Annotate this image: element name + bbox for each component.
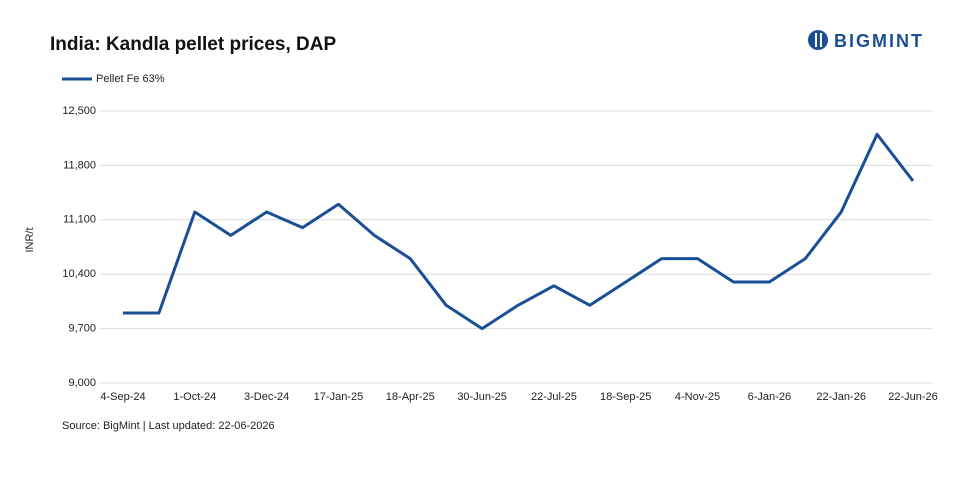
x-tick-label: 4-Sep-24	[100, 391, 145, 403]
logo-icon	[820, 33, 822, 47]
line	[123, 132, 915, 331]
y-tick-label: 10,400	[62, 268, 96, 280]
x-tick-label: 18-Sep-25	[600, 391, 651, 403]
y-axis-label: INR/t	[24, 227, 36, 252]
x-tick-label: 30-Jun-25	[457, 391, 507, 403]
x-tick-label: 17-Jan-25	[314, 391, 364, 403]
chart-title: India: Kandla pellet prices, DAP	[50, 34, 336, 55]
logo: BIGMINT	[808, 30, 924, 51]
y-tick-label: 12,500	[62, 105, 96, 117]
x-tick-label: 4-Nov-25	[675, 391, 720, 403]
x-tick-label: 6-Jan-26	[748, 391, 791, 403]
y-tick-label: 9,000	[68, 377, 96, 389]
x-tick-label: 3-Dec-24	[244, 391, 289, 403]
y-tick-label: 9,700	[68, 323, 96, 335]
logo-text: BIGMINT	[834, 31, 924, 51]
x-tick-label: 22-Jan-26	[816, 391, 866, 403]
x-tick-label: 1-Oct-24	[173, 391, 216, 403]
logo-icon	[815, 33, 817, 47]
y-tick-label: 11,100	[63, 214, 96, 226]
legend-label: Pellet Fe 63%	[96, 73, 165, 85]
source: Source: BigMint | Last updated: 22-06-20…	[62, 420, 275, 432]
y-tick-label: 11,800	[63, 159, 96, 171]
logo-icon	[808, 30, 828, 50]
x-tick-label: 18-Apr-25	[386, 391, 435, 403]
x-tick-label: 22-Jun-26	[888, 391, 938, 403]
x-tick-label: 22-Jul-25	[531, 391, 577, 403]
